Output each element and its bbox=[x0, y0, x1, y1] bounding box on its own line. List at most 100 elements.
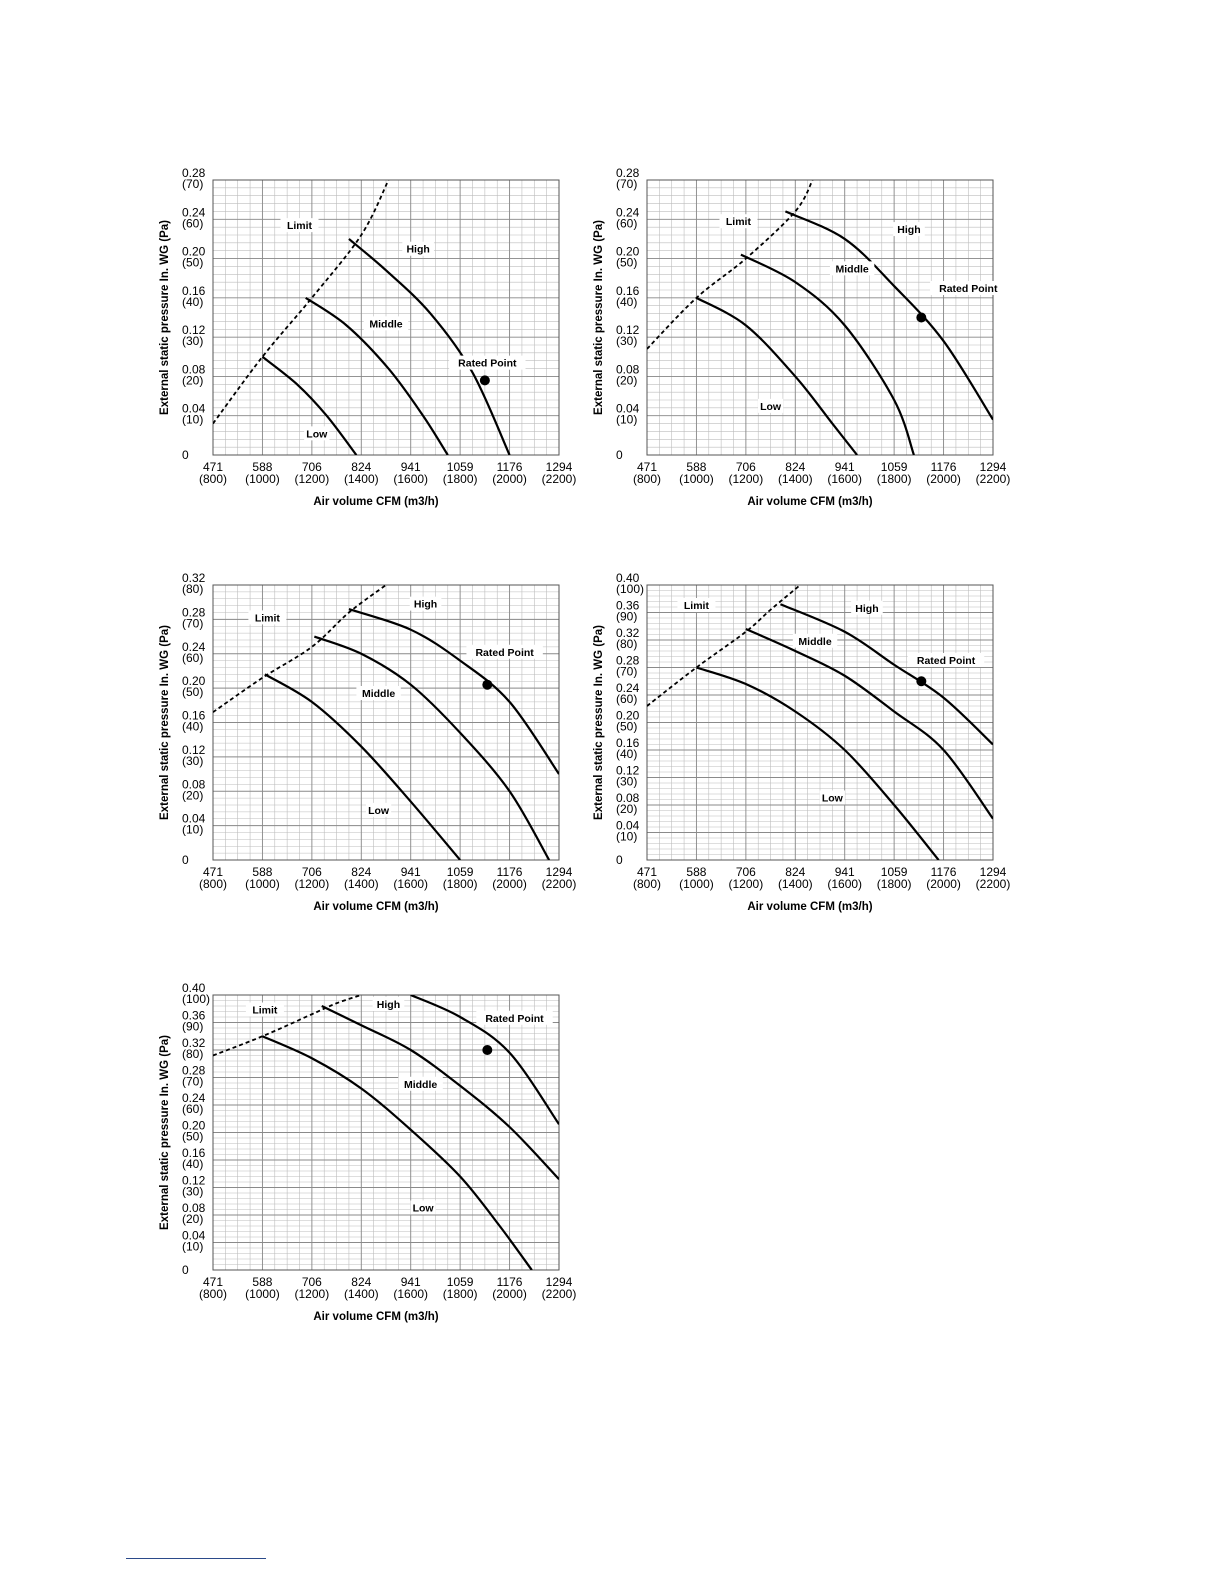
x-tick-label-m3h: (2000) bbox=[492, 472, 527, 486]
x-tick-label-m3h: (1800) bbox=[443, 1287, 478, 1301]
x-tick-label: 471 bbox=[637, 460, 657, 474]
label-bg bbox=[280, 218, 319, 233]
x-tick-label: 1294 bbox=[546, 865, 573, 879]
y-tick-label-pa: (60) bbox=[616, 216, 637, 230]
y-tick-label: 0 bbox=[182, 1263, 189, 1277]
y-tick-label-pa: (50) bbox=[616, 720, 637, 734]
y-tick-label-pa: (30) bbox=[182, 334, 203, 348]
x-tick-label: 941 bbox=[401, 865, 421, 879]
series-line-middle bbox=[745, 627, 993, 820]
series-line-high bbox=[348, 238, 511, 455]
x-tick-label: 1294 bbox=[980, 460, 1007, 474]
series-line-high bbox=[780, 603, 993, 746]
y-tick-label: 0.24 bbox=[182, 640, 206, 654]
y-tick-label: 0.28 bbox=[616, 166, 640, 180]
x-tick-label: 588 bbox=[252, 865, 272, 879]
chart-3-svg: 0 0.04(10) 0.08(20) 0.12(30) 0.16(40) 0.20(50… bbox=[159, 571, 576, 913]
y-tick-label-pa: (30) bbox=[182, 1185, 203, 1199]
plot-frame bbox=[212, 584, 560, 861]
y-tick-label: 0.08 bbox=[616, 791, 640, 805]
label-bg bbox=[356, 686, 401, 700]
chart-panel-1: 0 0.04 (10) 0.08 (20) 0.12 (30) 0.16 (40) 0.20 (50… bbox=[150, 165, 590, 535]
x-tick-label: 1176 bbox=[931, 460, 957, 474]
curve-label-middle: Middle bbox=[362, 688, 395, 700]
y-tick-label: 0.40 bbox=[616, 571, 640, 585]
y-tick-label-pa: (50) bbox=[616, 256, 637, 270]
x-axis-label: Air volume CFM (m3/h) bbox=[747, 901, 872, 913]
y-tick-label: 0.16 bbox=[616, 284, 640, 298]
label-bg bbox=[719, 214, 758, 229]
label-bg bbox=[449, 355, 526, 370]
y-tick-label-pa: (60) bbox=[182, 651, 203, 665]
y-tick-label-pa: (70) bbox=[616, 177, 637, 191]
series-line-limit bbox=[213, 995, 362, 1057]
label-bg bbox=[409, 596, 442, 611]
label-bg bbox=[245, 1002, 284, 1017]
y-tick-label-pa: (20) bbox=[182, 1212, 203, 1226]
curve-label-limit: Limit bbox=[252, 1005, 278, 1017]
y-axis-label: External static pressure In. WG (Pa) bbox=[159, 625, 171, 820]
y-tick-label: 0 bbox=[182, 448, 189, 462]
x-tick-label-m3h: (1400) bbox=[344, 1287, 379, 1301]
label-bg bbox=[792, 633, 838, 648]
y-tick-label: 0.32 bbox=[182, 571, 206, 585]
series-line-low bbox=[261, 355, 358, 455]
series-line-middle bbox=[305, 296, 449, 455]
x-tick-label: 706 bbox=[302, 1275, 322, 1289]
x-tick-label: 1294 bbox=[980, 865, 1007, 879]
curve-label-low: Low bbox=[368, 805, 390, 817]
series-line-high bbox=[348, 608, 559, 775]
y-tick-label: 0.20 bbox=[616, 709, 640, 723]
curve-label-middle: Middle bbox=[798, 636, 831, 648]
series-line-limit bbox=[213, 585, 387, 713]
x-tick-label-m3h: (1800) bbox=[443, 472, 478, 486]
curve-label-high: High bbox=[855, 603, 878, 615]
y-tick-label-pa: (40) bbox=[182, 1157, 203, 1171]
footnote-rule bbox=[126, 1558, 266, 1559]
x-tick-label: 941 bbox=[835, 865, 855, 879]
x-tick-label-m3h: (800) bbox=[199, 877, 227, 891]
x-tick-label-m3h: (1000) bbox=[245, 877, 280, 891]
x-tick-label: 824 bbox=[351, 460, 371, 474]
rated-point-marker bbox=[479, 375, 490, 386]
x-tick-label-m3h: (1000) bbox=[679, 877, 714, 891]
x-tick-label-m3h: (2000) bbox=[926, 472, 961, 486]
y-tick-label-pa: (10) bbox=[182, 823, 203, 837]
x-tick-label-m3h: (1800) bbox=[877, 472, 912, 486]
x-tick-label: 471 bbox=[203, 865, 223, 879]
curve-label-middle: Middle bbox=[369, 318, 402, 330]
x-tick-label-m3h: (2200) bbox=[976, 877, 1011, 891]
x-tick-label: 1059 bbox=[447, 865, 474, 879]
x-tick-label-m3h: (1400) bbox=[778, 472, 813, 486]
y-tick-label: 0.16 bbox=[182, 709, 206, 723]
curve-label-low: Low bbox=[306, 428, 328, 440]
curve-label-high: High bbox=[414, 599, 437, 611]
y-tick-label: 0.36 bbox=[182, 1009, 206, 1023]
x-tick-label-m3h: (1800) bbox=[877, 877, 912, 891]
grid bbox=[646, 584, 994, 861]
label-bg bbox=[851, 600, 883, 615]
curve-label-middle: Middle bbox=[404, 1079, 437, 1091]
x-tick-label: 1176 bbox=[497, 1275, 523, 1289]
chart-4-svg: 0 0.04(10) 0.08(20) 0.12(30) 0.16(40) 0.20(50… bbox=[593, 571, 1011, 913]
y-tick-label: 0.12 bbox=[182, 743, 206, 757]
label-bg bbox=[248, 610, 287, 625]
x-tick-label-m3h: (2000) bbox=[926, 877, 961, 891]
chart-panel-3: 0 0.04 (10) 0.08 (20) 0.12 (30) 0.16 (40) 0.20 (50… bbox=[150, 570, 590, 940]
label-bg bbox=[466, 644, 543, 659]
label-bg bbox=[829, 261, 875, 276]
x-tick-label: 941 bbox=[401, 1275, 421, 1289]
y-tick-label-pa: (100) bbox=[182, 992, 210, 1006]
y-tick-label: 0.20 bbox=[182, 245, 206, 259]
series-line-middle bbox=[313, 635, 551, 860]
series-line-middle bbox=[740, 253, 915, 455]
x-tick-label-m3h: (800) bbox=[199, 1287, 227, 1301]
series-line-limit bbox=[647, 585, 801, 707]
x-tick-label: 588 bbox=[686, 460, 706, 474]
y-axis-label: External static pressure In. WG (Pa) bbox=[593, 220, 605, 415]
series-line-low bbox=[261, 1035, 533, 1270]
y-tick-label: 0 bbox=[616, 853, 623, 867]
x-tick-label: 1059 bbox=[447, 460, 474, 474]
plot-frame bbox=[212, 179, 560, 456]
plot-frame bbox=[212, 994, 560, 1271]
